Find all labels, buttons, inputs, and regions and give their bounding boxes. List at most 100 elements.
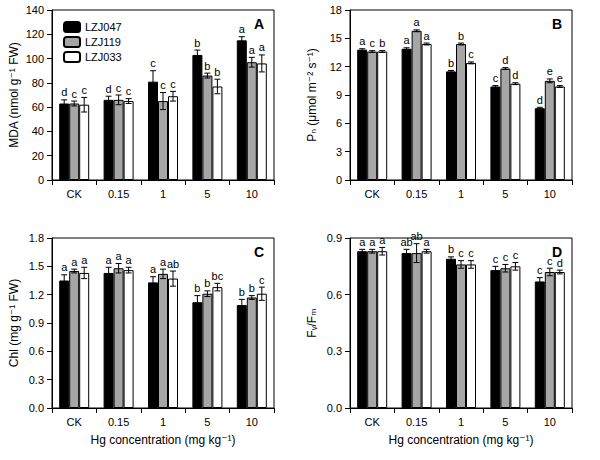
- svg-text:0.15: 0.15: [108, 416, 129, 428]
- svg-text:c: c: [458, 247, 464, 259]
- svg-text:c: c: [537, 264, 543, 276]
- svg-text:d: d: [106, 83, 112, 95]
- svg-text:a: a: [359, 35, 366, 47]
- svg-text:a: a: [414, 16, 421, 28]
- svg-text:c: c: [81, 84, 87, 96]
- svg-text:1.2: 1.2: [29, 289, 44, 301]
- svg-text:b: b: [194, 282, 200, 294]
- svg-text:12: 12: [330, 61, 342, 73]
- svg-text:10: 10: [544, 416, 556, 428]
- svg-text:20: 20: [32, 150, 44, 162]
- svg-text:c: c: [493, 253, 499, 265]
- svg-text:60: 60: [32, 101, 44, 113]
- svg-text:Pₙ (μmol m⁻² s⁻¹): Pₙ (μmol m⁻² s⁻¹): [305, 48, 319, 142]
- svg-text:0: 0: [336, 174, 342, 186]
- svg-text:0.6: 0.6: [327, 289, 342, 301]
- svg-text:0.3: 0.3: [29, 374, 44, 386]
- svg-text:a: a: [369, 236, 376, 248]
- svg-text:a: a: [71, 256, 78, 268]
- svg-text:10: 10: [246, 416, 258, 428]
- svg-text:a: a: [239, 23, 246, 35]
- svg-text:15: 15: [330, 32, 342, 44]
- svg-text:140: 140: [26, 4, 44, 16]
- svg-text:c: c: [170, 78, 176, 90]
- svg-text:b: b: [448, 57, 454, 69]
- svg-text:b: b: [458, 30, 464, 42]
- svg-text:bc: bc: [212, 270, 224, 282]
- svg-text:1.5: 1.5: [29, 260, 44, 272]
- svg-text:5: 5: [502, 416, 508, 428]
- svg-text:1.8: 1.8: [29, 232, 44, 244]
- svg-text:0.0: 0.0: [327, 402, 342, 414]
- svg-text:d: d: [512, 69, 518, 81]
- svg-text:Fᵥ/Fₘ: Fᵥ/Fₘ: [305, 308, 319, 337]
- svg-text:a: a: [424, 236, 431, 248]
- svg-text:CK: CK: [67, 416, 83, 428]
- svg-text:a: a: [106, 254, 113, 266]
- svg-text:1: 1: [160, 416, 166, 428]
- svg-text:D: D: [552, 244, 562, 260]
- svg-text:MDA (nmol g⁻¹ FW): MDA (nmol g⁻¹ FW): [7, 42, 21, 148]
- svg-text:A: A: [254, 16, 264, 32]
- svg-text:a: a: [404, 34, 411, 46]
- svg-text:c: c: [150, 57, 156, 69]
- svg-text:C: C: [254, 244, 264, 260]
- svg-text:CK: CK: [67, 188, 83, 200]
- svg-text:c: c: [493, 72, 499, 84]
- svg-text:a: a: [150, 263, 157, 275]
- svg-text:a: a: [160, 256, 167, 268]
- svg-text:a: a: [61, 261, 68, 273]
- svg-text:0.0: 0.0: [29, 402, 44, 414]
- svg-text:a: a: [116, 250, 123, 262]
- svg-text:c: c: [259, 274, 265, 286]
- svg-text:e: e: [557, 72, 563, 84]
- svg-text:b: b: [239, 286, 245, 298]
- svg-text:CK: CK: [365, 188, 381, 200]
- svg-text:0.6: 0.6: [29, 345, 44, 357]
- svg-text:1: 1: [458, 416, 464, 428]
- svg-text:0.9: 0.9: [29, 317, 44, 329]
- svg-text:5: 5: [204, 416, 210, 428]
- svg-text:5: 5: [204, 188, 210, 200]
- svg-text:3: 3: [336, 146, 342, 158]
- svg-text:b: b: [204, 60, 210, 72]
- svg-text:c: c: [513, 249, 519, 261]
- svg-text:LZJ047: LZJ047: [85, 21, 122, 33]
- svg-text:10: 10: [246, 188, 258, 200]
- svg-text:a: a: [81, 254, 88, 266]
- svg-text:0.15: 0.15: [406, 416, 427, 428]
- svg-text:6: 6: [336, 117, 342, 129]
- svg-text:120: 120: [26, 28, 44, 40]
- svg-text:LZJ119: LZJ119: [85, 36, 121, 48]
- svg-text:80: 80: [32, 77, 44, 89]
- svg-text:B: B: [552, 16, 562, 32]
- svg-text:Hg concentration (mg kg⁻¹): Hg concentration (mg kg⁻¹): [388, 433, 533, 447]
- svg-text:ab: ab: [167, 258, 179, 270]
- svg-text:b: b: [448, 243, 454, 255]
- svg-text:0.15: 0.15: [406, 188, 427, 200]
- svg-text:c: c: [503, 251, 509, 263]
- svg-text:c: c: [160, 79, 166, 91]
- svg-text:b: b: [249, 282, 255, 294]
- svg-text:a: a: [424, 30, 431, 42]
- svg-text:c: c: [369, 37, 375, 49]
- svg-text:a: a: [359, 236, 366, 248]
- svg-text:CK: CK: [365, 416, 381, 428]
- svg-text:9: 9: [336, 89, 342, 101]
- svg-text:0: 0: [38, 174, 44, 186]
- svg-text:c: c: [116, 82, 122, 94]
- svg-text:d: d: [61, 86, 67, 98]
- svg-text:100: 100: [26, 53, 44, 65]
- svg-text:40: 40: [32, 125, 44, 137]
- svg-text:0.15: 0.15: [108, 188, 129, 200]
- svg-text:1: 1: [160, 188, 166, 200]
- svg-text:d: d: [502, 54, 508, 66]
- svg-text:Chl (mg g⁻¹ FW): Chl (mg g⁻¹ FW): [7, 279, 21, 367]
- svg-text:18: 18: [330, 4, 342, 16]
- svg-text:d: d: [537, 94, 543, 106]
- svg-text:10: 10: [544, 188, 556, 200]
- svg-text:b: b: [379, 37, 385, 49]
- svg-text:LZJ033: LZJ033: [85, 51, 122, 63]
- svg-text:a: a: [259, 41, 266, 53]
- svg-text:Hg concentration (mg kg⁻¹): Hg concentration (mg kg⁻¹): [90, 433, 235, 447]
